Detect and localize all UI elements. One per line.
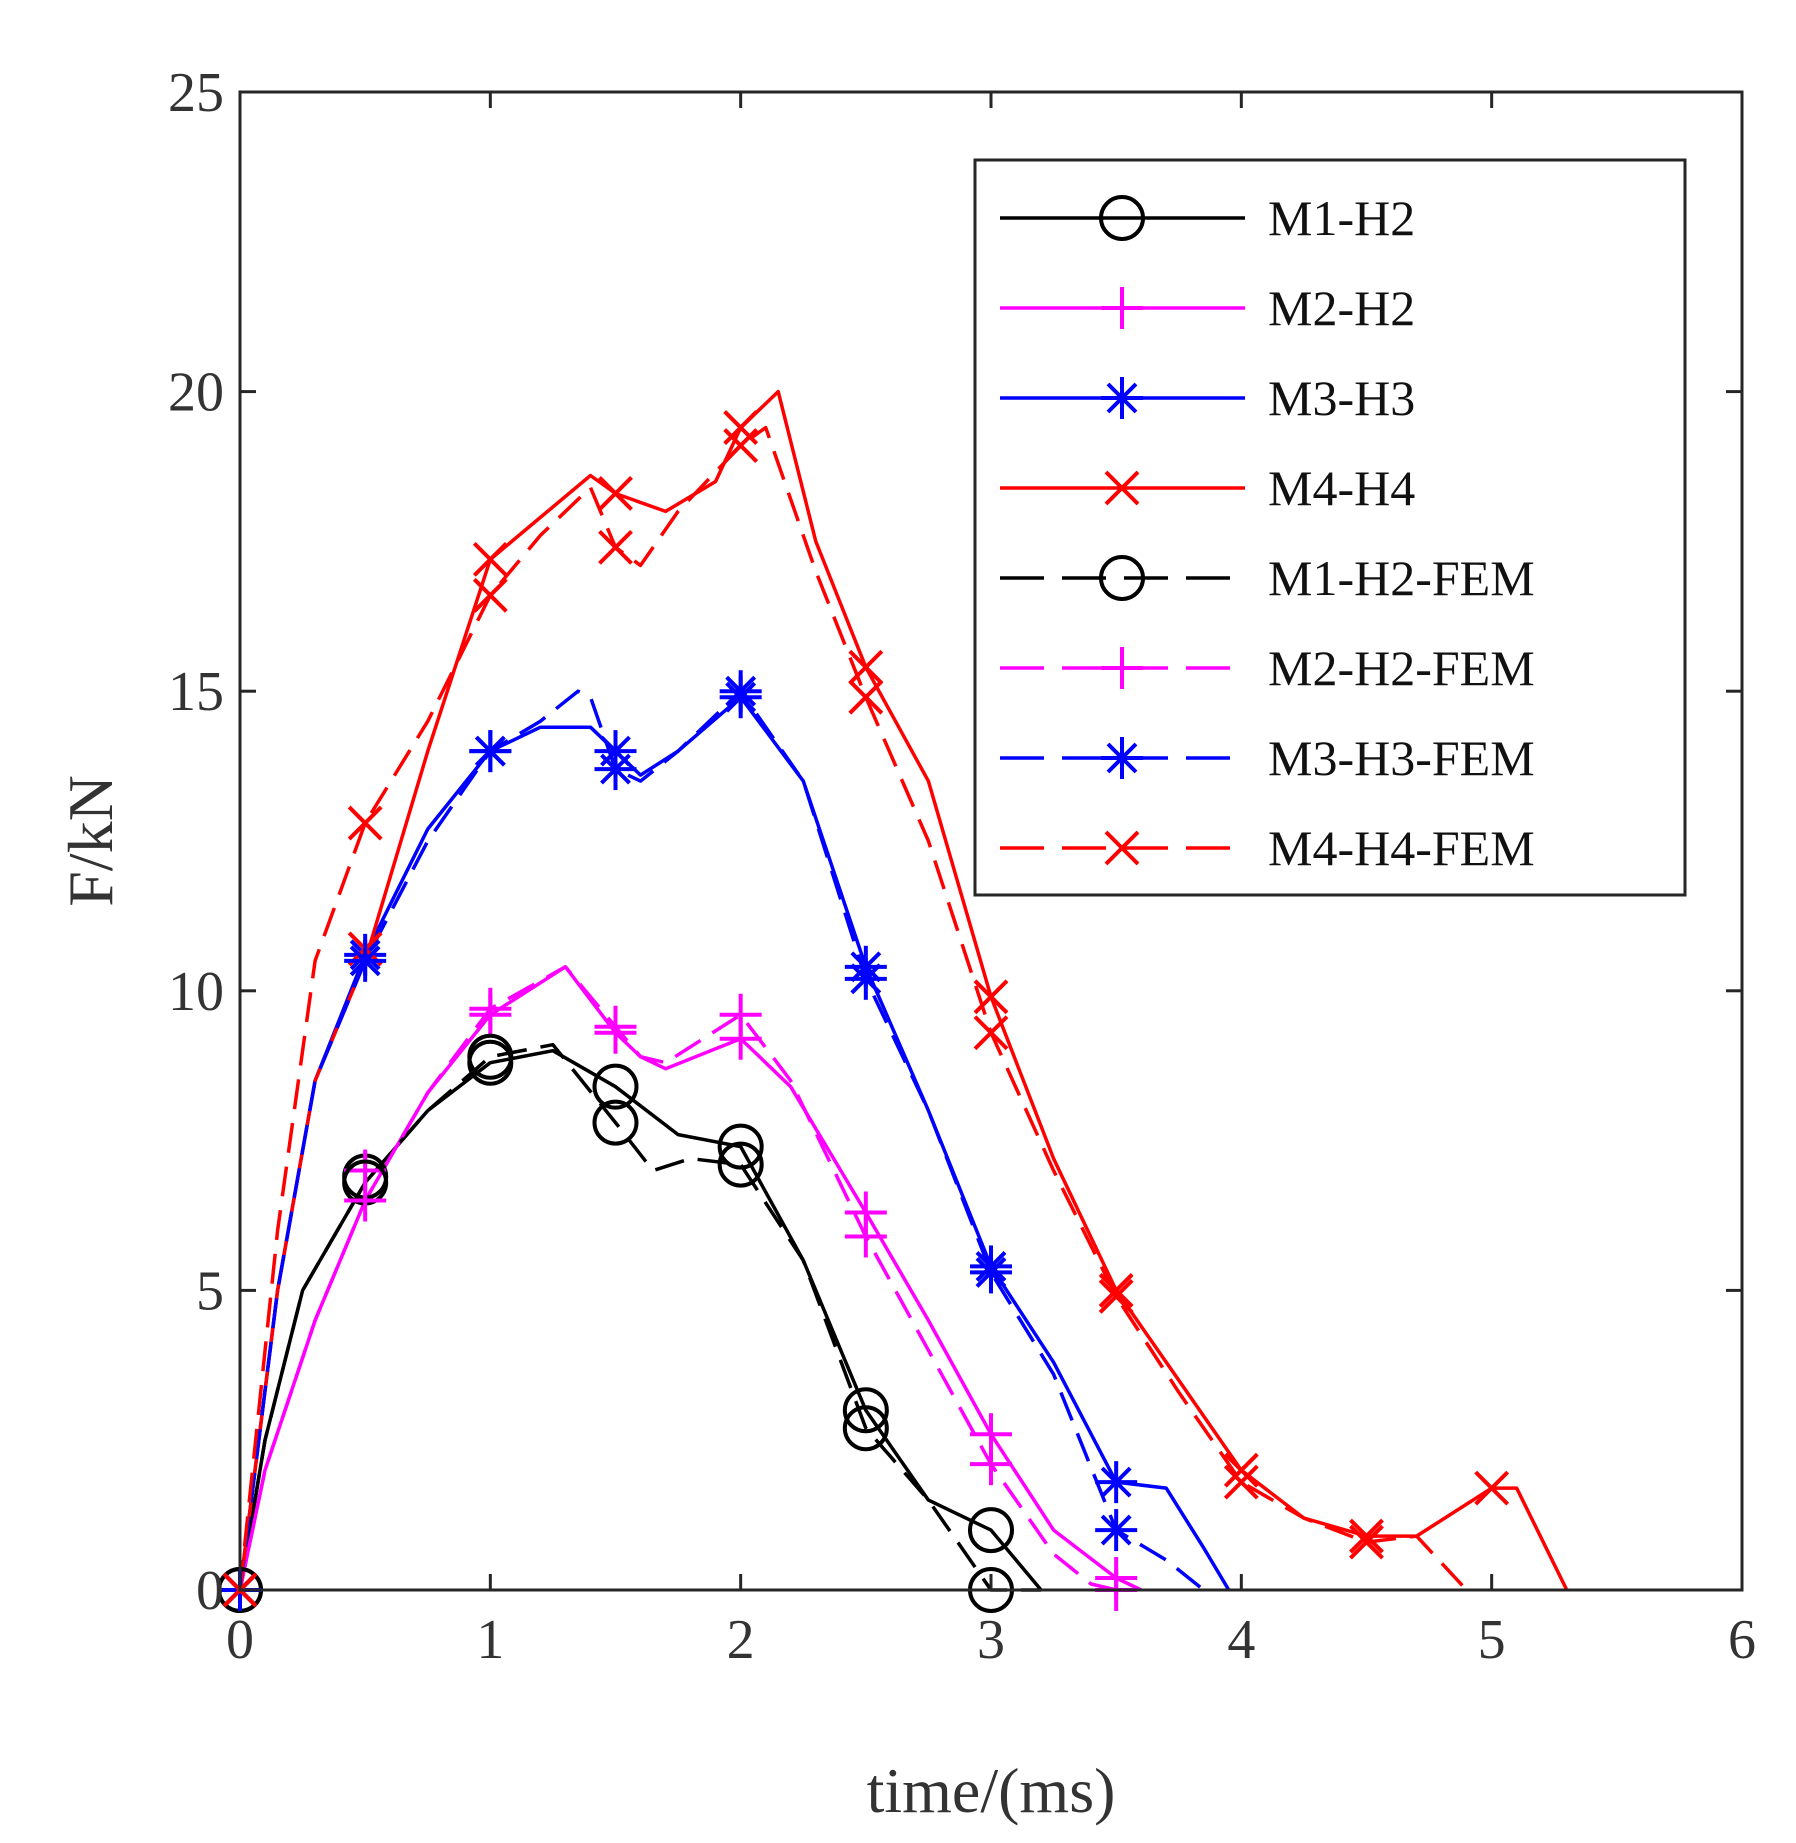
y-tick-label: 25	[168, 62, 224, 124]
legend-label: M4-H4-FEM	[1268, 820, 1535, 876]
legend-marker	[1104, 830, 1140, 866]
legend-marker	[1101, 377, 1143, 419]
data-point-m4-h4	[1349, 1518, 1384, 1554]
legend-label: M2-H2	[1268, 280, 1415, 336]
x-tick-label: 5	[1478, 1609, 1506, 1671]
data-point-m4-h4	[472, 541, 508, 577]
data-point-m2-h2-fem	[469, 987, 512, 1030]
data-point-m4-h4-fem	[1098, 1278, 1134, 1314]
data-point-m3-h3-fem	[844, 957, 887, 1000]
data-point-m4-h4-fem	[347, 805, 383, 841]
data-point-m4-h4-fem	[973, 1015, 1009, 1051]
x-tick-label: 1	[476, 1609, 504, 1671]
legend-label: M3-H3-FEM	[1268, 730, 1535, 786]
x-tick-label: 2	[727, 1609, 755, 1671]
data-point-m1-h2-fem	[592, 1099, 639, 1146]
data-point-m2-h2-fem	[344, 1179, 387, 1222]
data-point-m1-h2-fem	[842, 1405, 889, 1452]
legend-box	[973, 158, 1687, 897]
data-point-m4-h4	[848, 649, 884, 685]
legend-entry: M3-H3	[1000, 370, 1415, 426]
data-point-m1-h2	[842, 1387, 889, 1434]
legend-marker	[1101, 737, 1143, 779]
data-point-m2-h2-fem	[844, 1215, 887, 1258]
legend-entry: M4-H4-FEM	[1000, 820, 1535, 876]
legend-marker	[1101, 287, 1143, 329]
x-axis-label: time/(ms)	[867, 1755, 1116, 1826]
data-point-m1-h2	[968, 1507, 1014, 1554]
data-point-m1-h2-fem	[467, 1033, 514, 1080]
legend-marker	[1104, 470, 1140, 506]
series-line-m4-h4	[238, 389, 1569, 1591]
x-tick-label: 0	[226, 1609, 254, 1671]
legend-marker	[1099, 195, 1145, 241]
data-point-m3-h3-fem	[344, 939, 387, 982]
legend-entry: M2-H2	[1000, 280, 1415, 336]
legend-entry: M2-H2-FEM	[1000, 640, 1535, 696]
data-point-m1-h2	[717, 1123, 764, 1170]
legend-label: M1-H2-FEM	[1268, 550, 1535, 606]
data-point-m4-h4-fem	[723, 428, 759, 463]
data-point-m4-h4-fem	[1349, 1524, 1384, 1560]
series-line-m2-h2-fem	[238, 965, 1117, 1592]
legend-entry: M1-H2-FEM	[1000, 550, 1535, 606]
data-point-m4-h4	[598, 476, 633, 511]
y-tick-label: 10	[168, 961, 224, 1023]
series-line-m4-h4-fem	[238, 425, 1468, 1592]
data-point-m4-h4-fem	[1223, 1464, 1259, 1500]
data-point-m3-h3-fem	[594, 748, 637, 791]
legend-label: M4-H4	[1268, 460, 1415, 516]
legend: M1-H2 M2-H2 M3-H3 M4-H4 M1-H2-FEM M2-H2-FEM M3…	[973, 158, 1687, 897]
series-line-m2-h2	[238, 965, 1142, 1592]
y-tick-label: 0	[196, 1560, 224, 1622]
data-point-m4-h4	[723, 410, 759, 445]
data-point-m4-h4	[1474, 1470, 1510, 1506]
legend-label: M2-H2-FEM	[1268, 640, 1535, 696]
plot-markers	[217, 410, 1510, 1613]
y-axis-label: F/kN	[55, 775, 126, 907]
y-axis: 0 5 10 15 20 25	[168, 62, 1742, 1622]
series-line-m1-h2	[238, 1048, 1043, 1592]
data-point-m3-h3-fem	[469, 730, 512, 773]
data-point-m4-h4	[973, 979, 1009, 1015]
legend-label: M1-H2	[1268, 190, 1415, 246]
data-point-m4-h4-fem	[472, 577, 508, 613]
data-point-m4-h4-fem	[848, 679, 884, 715]
data-point-m3-h3-fem	[719, 670, 762, 713]
y-tick-label: 20	[168, 362, 224, 424]
y-tick-label: 15	[168, 661, 224, 723]
x-tick-label: 3	[977, 1609, 1005, 1671]
data-point-m2-h2-fem	[970, 1443, 1012, 1486]
data-point-m2-h2-fem	[719, 993, 762, 1036]
x-tick-label: 4	[1227, 1609, 1255, 1671]
plot-lines	[238, 389, 1569, 1592]
legend-marker	[1099, 555, 1145, 601]
series-line-m3-h3-fem	[238, 689, 1205, 1592]
data-point-m1-h2	[592, 1063, 639, 1110]
data-point-m4-h4	[1098, 1272, 1134, 1308]
data-point-m3-h3-fem	[970, 1251, 1012, 1294]
data-point-m2-h2-fem	[594, 1005, 637, 1048]
legend-label: M3-H3	[1268, 370, 1415, 426]
legend-entry: M1-H2	[1000, 190, 1415, 246]
y-tick-label: 5	[196, 1260, 224, 1322]
series-line-m1-h2-fem	[238, 1042, 1042, 1592]
data-point-m4-h4-fem	[598, 529, 633, 565]
legend-marker	[1101, 647, 1143, 689]
data-point-m3-h3-fem	[1095, 1509, 1138, 1552]
legend-entry: M3-H3-FEM	[1000, 730, 1535, 786]
data-point-m3-h3	[1095, 1461, 1138, 1504]
x-axis: 0 1 2 3 4 5 6	[226, 92, 1756, 1671]
legend-entry: M4-H4	[1000, 460, 1415, 516]
data-point-m4-h4	[1223, 1452, 1259, 1488]
data-point-m1-h2-fem	[717, 1141, 764, 1188]
x-tick-label: 6	[1728, 1609, 1756, 1671]
